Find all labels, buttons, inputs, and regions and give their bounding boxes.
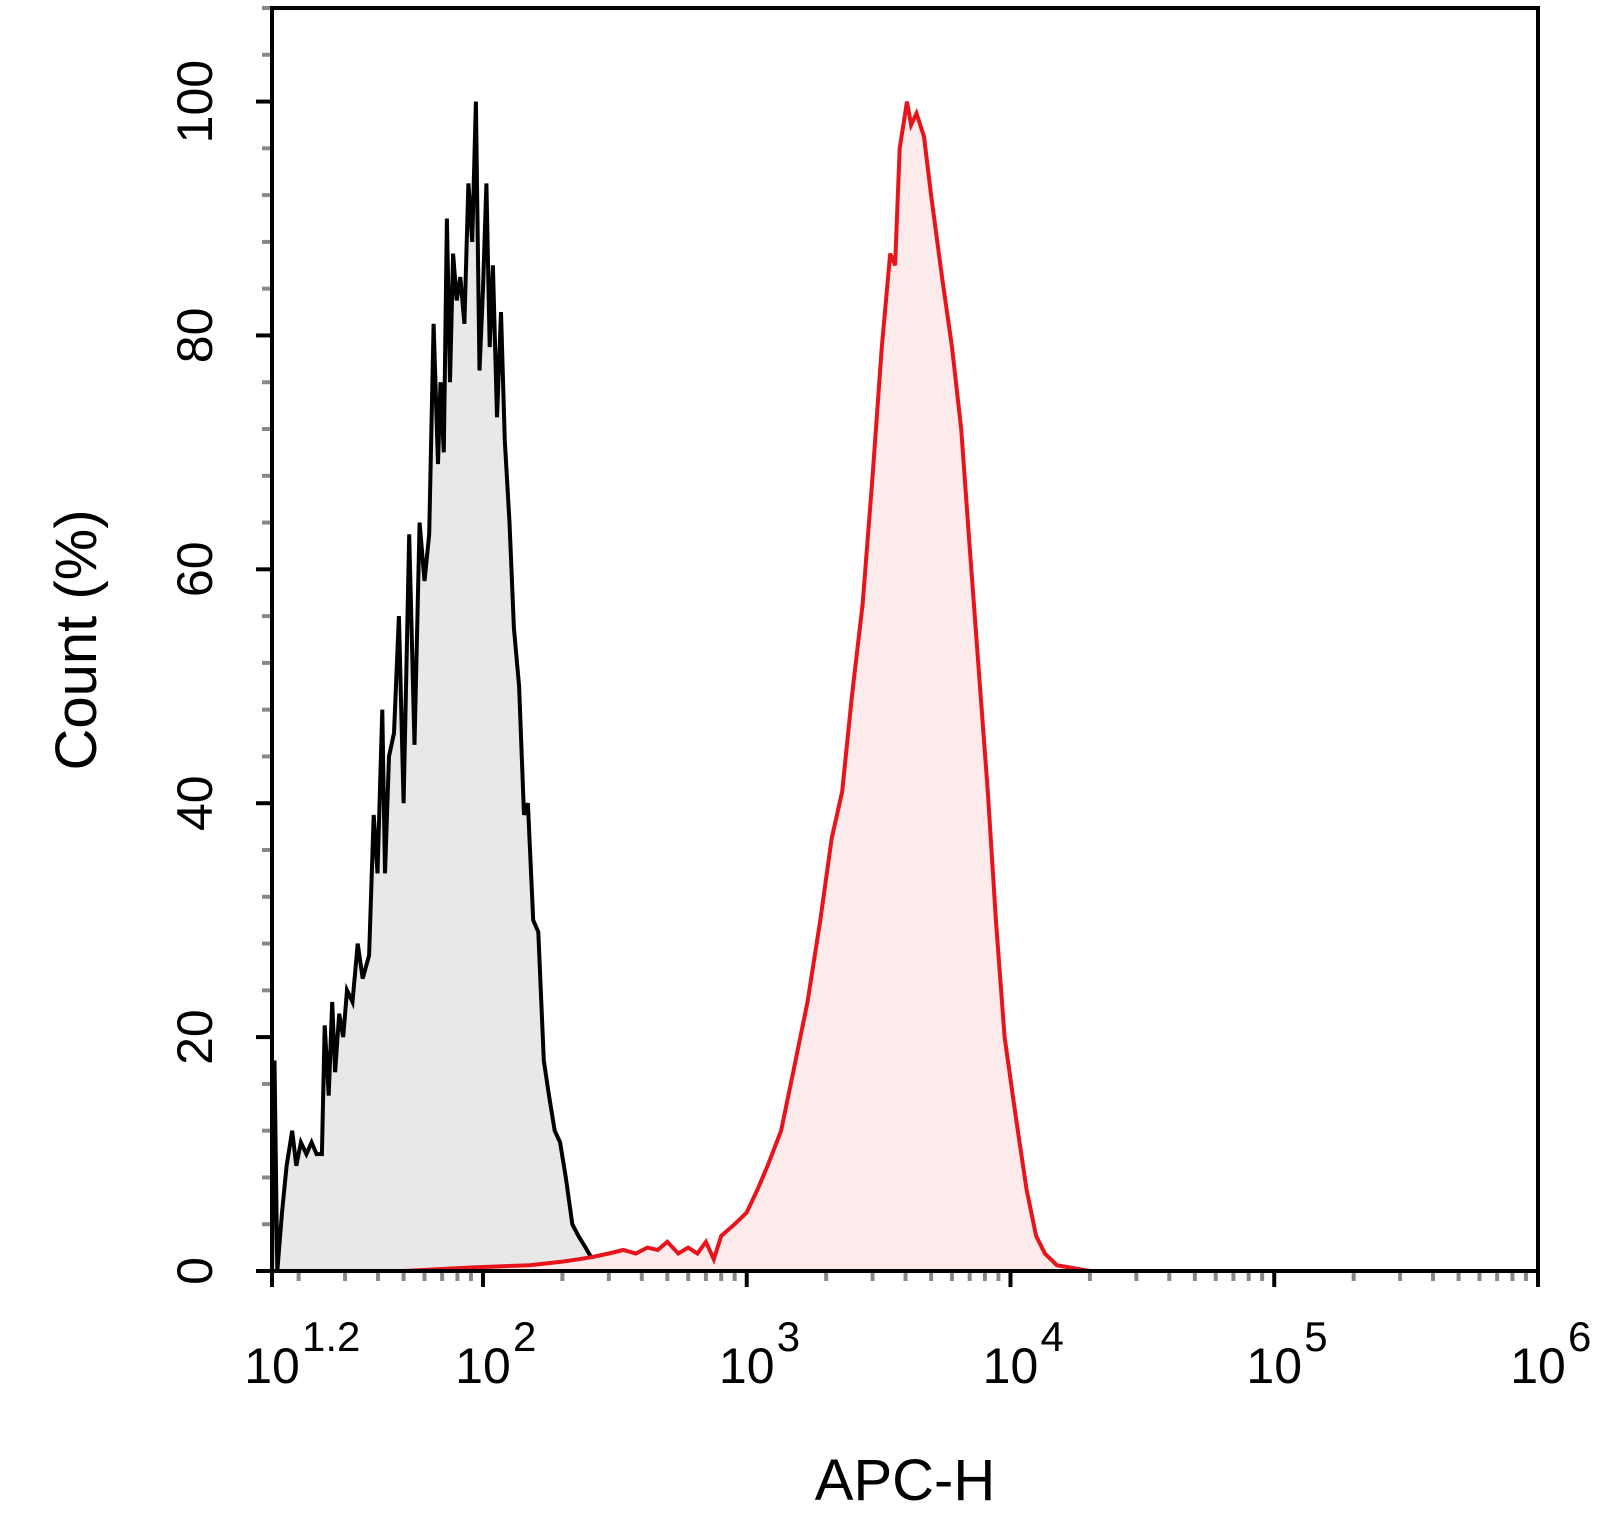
x-tick-label-6: 106 (1510, 1313, 1591, 1394)
x-tick-base: 10 (1246, 1338, 1302, 1394)
y-tick-label-40: 40 (167, 775, 223, 831)
x-tick-exponent: 4 (1040, 1313, 1063, 1360)
x-tick-base: 10 (455, 1338, 511, 1394)
series-1-line (272, 101, 1538, 1273)
x-axis-title: APC-H (815, 1448, 995, 1513)
series-layer (270, 101, 1538, 1273)
y-tick-label-0: 0 (167, 1257, 223, 1285)
y-major-ticks (256, 99, 272, 1273)
y-tick-label-80: 80 (167, 308, 223, 364)
x-tick-base: 10 (983, 1338, 1039, 1394)
x-tick-label-1.2: 101.2 (244, 1313, 360, 1394)
x-tick-base: 10 (244, 1338, 300, 1394)
x-tick-base: 10 (719, 1338, 775, 1394)
x-tick-exponent: 2 (513, 1313, 536, 1360)
series-0-line (270, 101, 668, 1273)
y-tick-labels: 0 20 40 60 80 100 (167, 60, 223, 1285)
x-tick-exponent: 3 (777, 1313, 800, 1360)
series-0-area (272, 101, 668, 1272)
x-tick-base: 10 (1510, 1338, 1566, 1394)
x-tick-label-5: 105 (1246, 1313, 1327, 1394)
series-1-area (272, 101, 1538, 1272)
plot-frame (270, 6, 1540, 1273)
y-tick-label-20: 20 (167, 1009, 223, 1065)
y-axis-title: Count (%) (44, 509, 109, 770)
y-tick-label-60: 60 (167, 541, 223, 597)
y-tick-label-100: 100 (167, 60, 223, 143)
x-tick-exponent: 5 (1304, 1313, 1327, 1360)
x-tick-label-4: 104 (983, 1313, 1064, 1394)
x-tick-exponent: 6 (1568, 1313, 1591, 1360)
x-tick-exponent: 1.2 (302, 1313, 360, 1360)
x-major-ticks (270, 1271, 1540, 1287)
x-tick-label-2: 102 (455, 1313, 536, 1394)
x-tick-label-3: 103 (719, 1313, 800, 1394)
